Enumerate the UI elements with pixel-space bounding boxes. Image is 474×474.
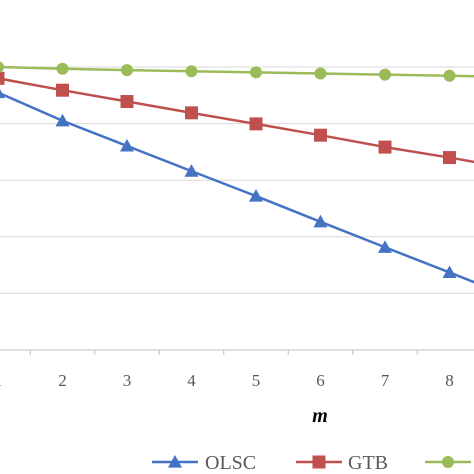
data-point-circle xyxy=(250,66,262,79)
series-gtb xyxy=(0,71,474,165)
x-tick-label: 1 xyxy=(0,371,2,390)
series-third xyxy=(0,61,474,82)
gridlines xyxy=(0,66,474,355)
x-tick-label: 6 xyxy=(316,371,325,390)
data-point-square xyxy=(443,151,456,165)
data-point-circle xyxy=(314,67,327,80)
data-point-circle xyxy=(185,65,198,78)
data-point-square xyxy=(249,117,263,131)
data-point-square xyxy=(312,455,326,469)
data-point-triangle xyxy=(120,138,134,152)
legend: OLSC GTB xyxy=(152,452,471,474)
x-tick-label: 4 xyxy=(187,371,196,390)
legend-label: GTB xyxy=(348,452,388,474)
data-point-triangle xyxy=(184,164,199,177)
data-point-circle xyxy=(379,68,391,81)
data-point-square xyxy=(378,140,392,154)
data-point-triangle xyxy=(313,214,328,228)
x-tick-label: 3 xyxy=(123,371,132,390)
data-point-circle xyxy=(442,456,454,468)
data-point-square xyxy=(0,71,5,85)
data-point-circle xyxy=(0,61,4,73)
data-point-square xyxy=(56,83,69,97)
data-point-circle xyxy=(56,62,69,75)
data-point-triangle xyxy=(249,189,263,202)
series-group xyxy=(0,61,474,284)
x-tick-label: 2 xyxy=(58,371,67,390)
data-point-triangle xyxy=(442,265,457,279)
data-point-square xyxy=(185,106,198,120)
data-point-triangle xyxy=(55,113,70,127)
x-tick-label: 7 xyxy=(381,371,390,390)
data-point-triangle xyxy=(378,240,392,253)
x-tick-label: 5 xyxy=(252,371,261,390)
x-axis-title: m xyxy=(312,405,328,427)
x-tick-label: 8 xyxy=(445,371,454,390)
legend-entry xyxy=(425,456,471,468)
data-point-square xyxy=(314,128,327,142)
legend-label: OLSC xyxy=(205,452,256,474)
legend-entry: OLSC xyxy=(152,452,256,474)
series-olsc xyxy=(0,89,474,284)
series-line xyxy=(0,65,474,78)
x-tick-labels: 123456789 xyxy=(0,371,454,390)
data-point-square xyxy=(120,95,134,109)
data-point-triangle xyxy=(168,455,182,468)
data-point-circle xyxy=(443,69,456,82)
data-point-triangle xyxy=(0,89,5,99)
data-point-circle xyxy=(121,64,133,77)
legend-entry: GTB xyxy=(296,452,388,474)
